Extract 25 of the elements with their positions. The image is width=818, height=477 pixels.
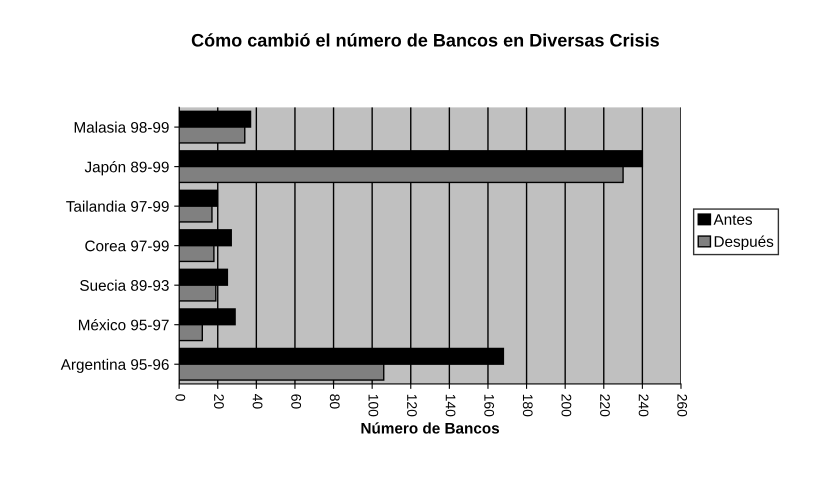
x-tick-label: 200 xyxy=(561,394,572,416)
x-axis-title: Número de Bancos xyxy=(361,422,500,434)
x-tick-label: 60 xyxy=(291,394,302,409)
y-tick-label: Japón 89-99 xyxy=(84,160,169,176)
y-tick-label: Suecia 89-93 xyxy=(80,280,169,291)
x-tick-label: 180 xyxy=(522,394,533,416)
x-tick-label: 220 xyxy=(600,394,610,416)
x-tick-label: 140 xyxy=(446,394,456,416)
y-tick-label: Corea 97-99 xyxy=(85,240,169,252)
x-tick-label: 80 xyxy=(330,394,340,409)
y-tick-label: México 95-97 xyxy=(78,318,169,330)
y-tick-label: Argentina 95-96 xyxy=(60,358,169,373)
y-tick-label: Malasia 98-99 xyxy=(74,122,169,133)
x-tick-label: 100 xyxy=(368,394,378,416)
x-tick-label: 160 xyxy=(484,394,494,416)
chart-title: Cómo cambió el número de Bancos en Diversas Crisis xyxy=(192,33,659,47)
x-tick-label: 40 xyxy=(252,394,262,409)
x-tick-label: 120 xyxy=(407,394,417,416)
x-tick-label: 260 xyxy=(677,394,688,416)
legend-label: Antes xyxy=(714,214,752,225)
legend-label: Después xyxy=(714,236,774,250)
x-tick-label: 0 xyxy=(175,394,186,401)
y-tick-label: Tailandia 97-99 xyxy=(66,200,169,212)
x-tick-label: 240 xyxy=(638,394,648,416)
x-tick-label: 20 xyxy=(214,394,224,409)
